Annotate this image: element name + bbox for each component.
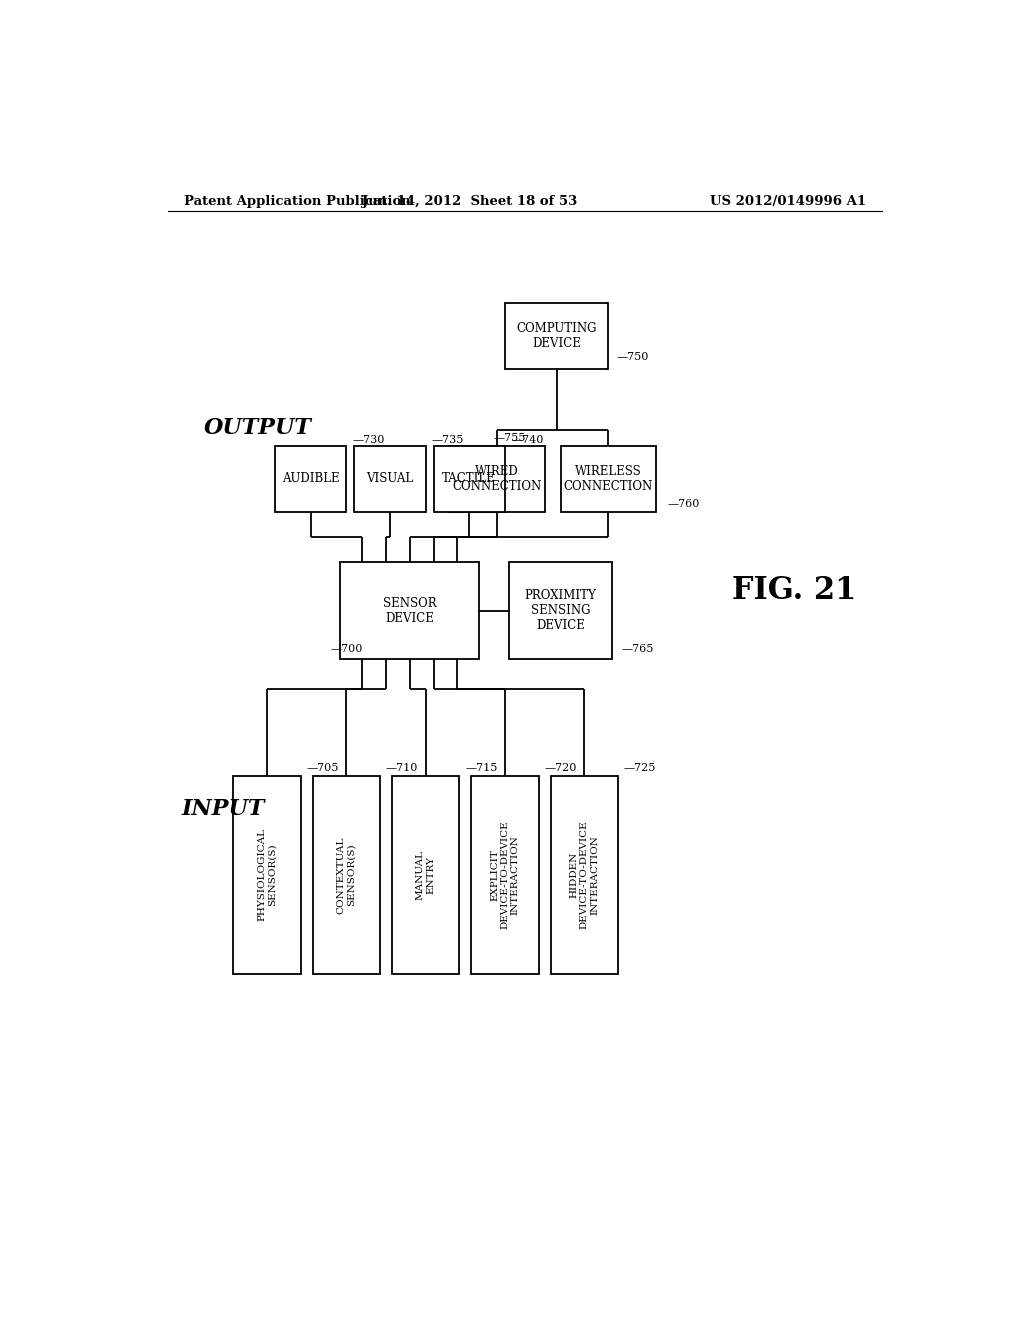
Text: —700: —700	[331, 644, 362, 655]
Text: AUDIBLE: AUDIBLE	[282, 473, 339, 484]
Text: —755: —755	[494, 433, 525, 444]
Bar	[450, 446, 545, 512]
Text: WIRELESS
CONNECTION: WIRELESS CONNECTION	[563, 465, 652, 492]
Text: —705: —705	[306, 763, 339, 774]
Text: EXPLICIT
DEVICE-TO-DEVICE
INTERACTION: EXPLICIT DEVICE-TO-DEVICE INTERACTION	[490, 821, 520, 929]
Bar	[433, 446, 505, 512]
Bar	[551, 776, 618, 974]
Text: Patent Application Publication: Patent Application Publication	[183, 194, 411, 207]
Text: —725: —725	[624, 763, 656, 774]
Bar	[505, 304, 608, 370]
Bar	[312, 776, 380, 974]
Text: TACTILE: TACTILE	[442, 473, 496, 484]
Text: COMPUTING
DEVICE: COMPUTING DEVICE	[516, 322, 597, 350]
Text: INPUT: INPUT	[182, 797, 265, 820]
Text: —735: —735	[432, 436, 464, 445]
Text: Jun. 14, 2012  Sheet 18 of 53: Jun. 14, 2012 Sheet 18 of 53	[361, 194, 577, 207]
Bar	[274, 446, 346, 512]
Bar	[471, 776, 539, 974]
Bar	[392, 776, 460, 974]
Text: OUTPUT: OUTPUT	[204, 417, 311, 438]
Text: PHYSIOLOGICAL
SENSOR(S): PHYSIOLOGICAL SENSOR(S)	[257, 829, 276, 921]
Text: PROXIMITY
SENSING
DEVICE: PROXIMITY SENSING DEVICE	[524, 589, 596, 632]
Text: —765: —765	[622, 644, 654, 655]
Bar	[354, 446, 426, 512]
Text: SENSOR
DEVICE: SENSOR DEVICE	[383, 597, 436, 624]
Text: FIG. 21: FIG. 21	[732, 576, 857, 606]
Text: MANUAL
ENTRY: MANUAL ENTRY	[416, 850, 435, 900]
Text: —710: —710	[386, 763, 418, 774]
Bar	[340, 562, 479, 659]
Text: —760: —760	[668, 499, 700, 510]
Text: —720: —720	[545, 763, 577, 774]
Text: US 2012/0149996 A1: US 2012/0149996 A1	[710, 194, 866, 207]
Text: VISUAL: VISUAL	[367, 473, 414, 484]
Text: —715: —715	[465, 763, 498, 774]
Text: —750: —750	[616, 351, 648, 362]
Text: WIRED
CONNECTION: WIRED CONNECTION	[453, 465, 542, 492]
Bar	[509, 562, 612, 659]
Text: HIDDEN
DEVICE-TO-DEVICE
INTERACTION: HIDDEN DEVICE-TO-DEVICE INTERACTION	[569, 821, 599, 929]
Text: —740: —740	[511, 436, 544, 445]
Bar	[560, 446, 655, 512]
Text: CONTEXTUAL
SENSOR(S): CONTEXTUAL SENSOR(S)	[337, 837, 356, 913]
Text: —730: —730	[352, 436, 385, 445]
Bar	[233, 776, 301, 974]
